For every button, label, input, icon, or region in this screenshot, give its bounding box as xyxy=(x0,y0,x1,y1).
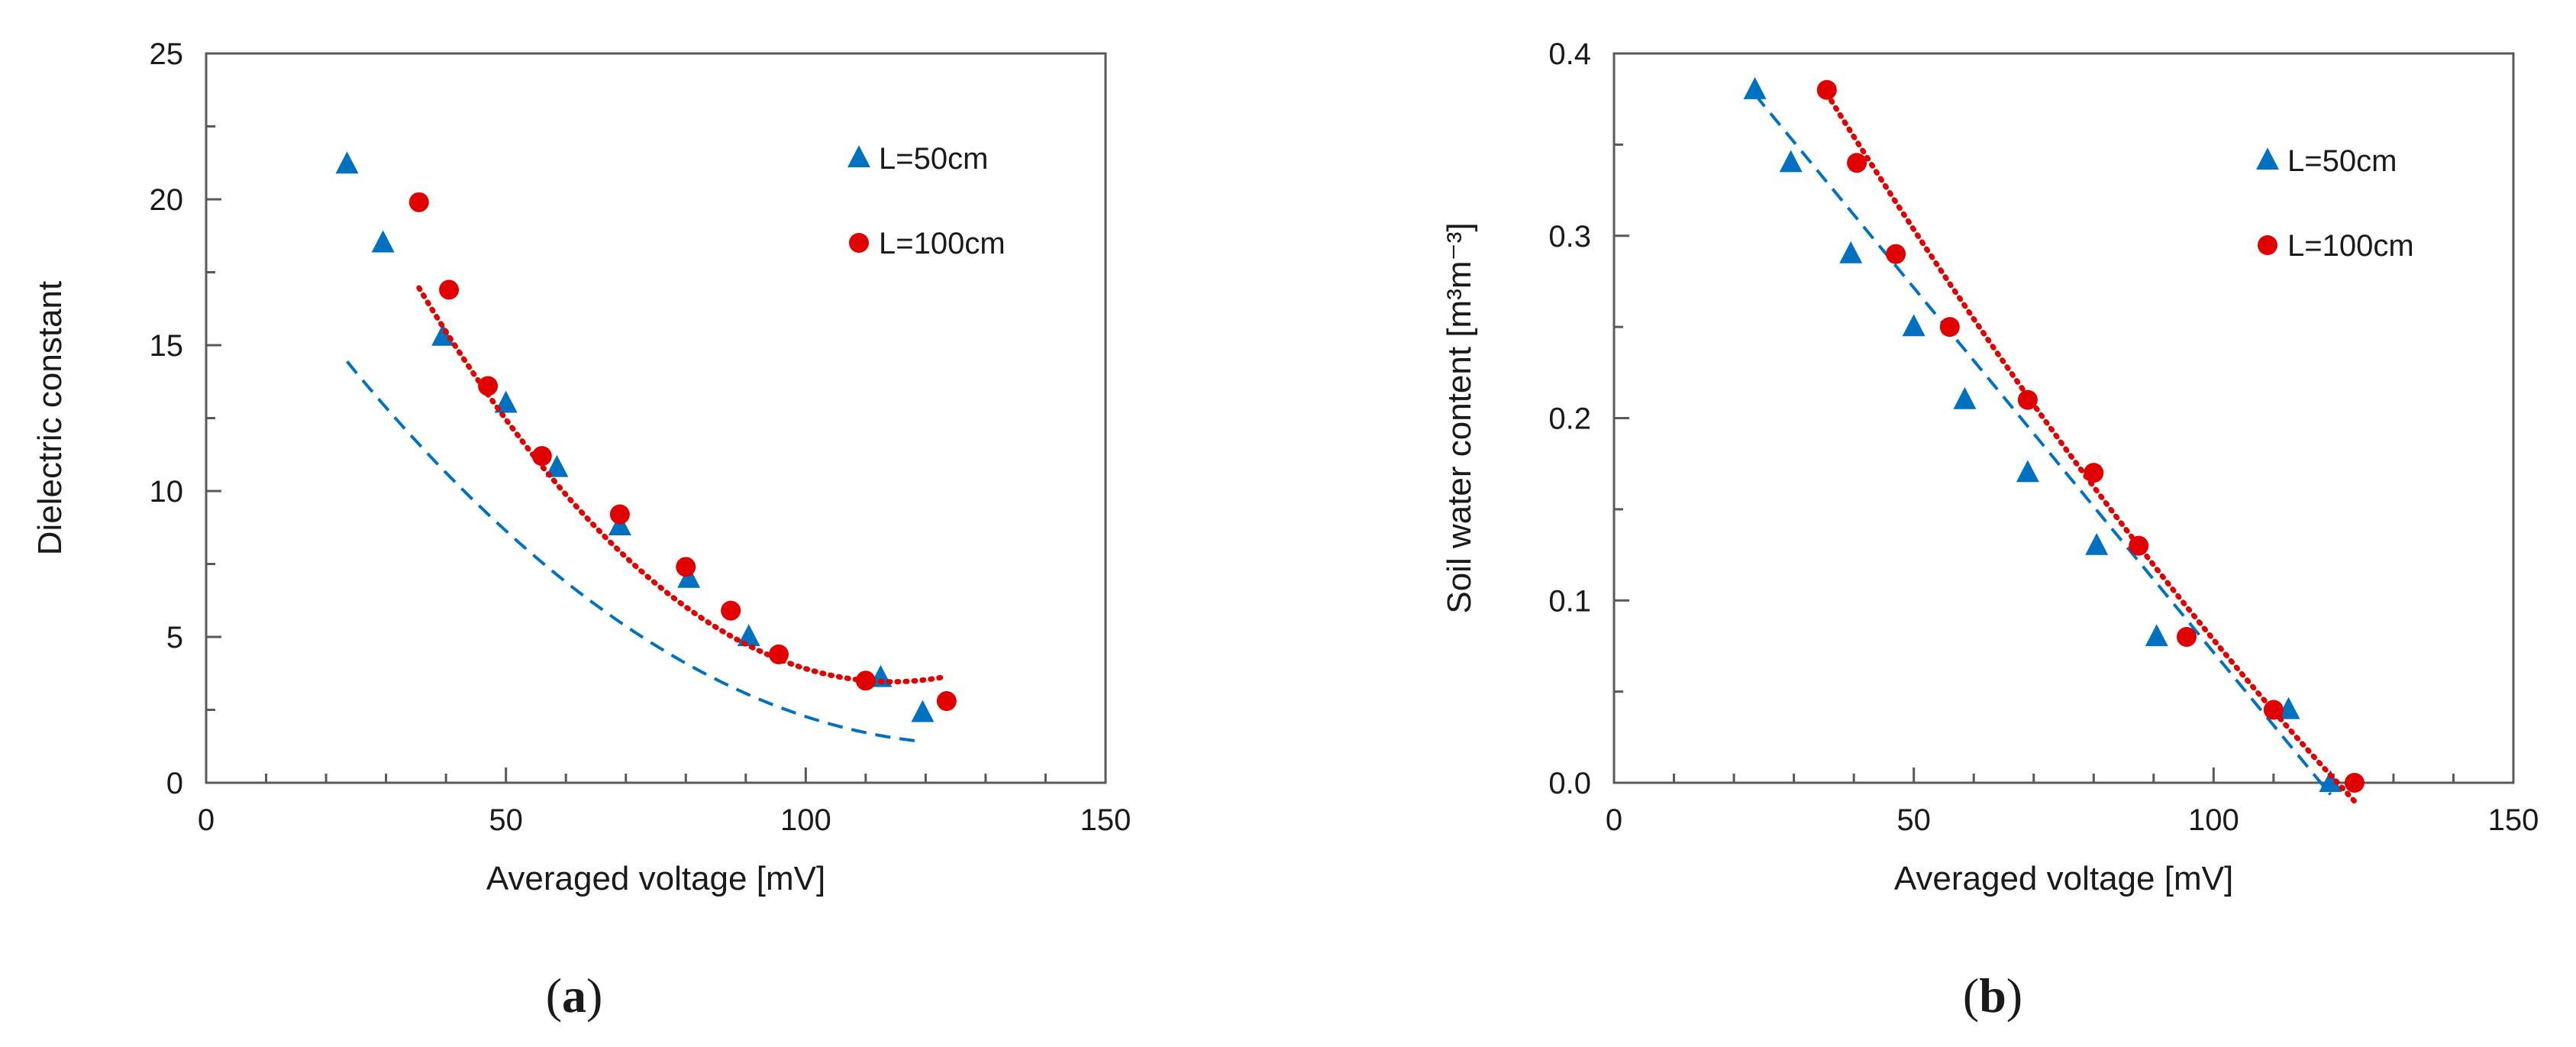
data-point-circle xyxy=(768,644,789,664)
panel-label: (b) xyxy=(1963,968,2022,1023)
panel-label: (a) xyxy=(546,968,603,1023)
y-tick-label: 0.2 xyxy=(1548,402,1591,436)
panel-letter: b xyxy=(1979,968,2006,1023)
panel-letter: a xyxy=(562,968,586,1023)
data-point-circle xyxy=(1816,79,1837,100)
x-axis-title: Averaged voltage [mV] xyxy=(486,860,825,897)
data-point-triangle xyxy=(2319,770,2342,793)
data-point-triangle xyxy=(2145,624,2168,647)
data-point-circle xyxy=(531,446,552,467)
y-tick-label: 20 xyxy=(150,183,184,217)
x-axis-title: Averaged voltage [mV] xyxy=(1894,860,2233,897)
x-tick-label: 50 xyxy=(1896,803,1931,837)
data-point-triangle xyxy=(2277,696,2300,719)
data-point-circle xyxy=(936,691,957,712)
data-point-circle xyxy=(2017,389,2038,410)
trend-line-L50cm xyxy=(346,360,923,743)
data-point-triangle xyxy=(677,565,701,588)
data-point-triangle xyxy=(1779,150,1803,173)
legend-marker-circle xyxy=(849,233,869,253)
y-tick-label: 25 xyxy=(150,37,184,71)
trend-line-L100cm xyxy=(1824,91,2358,804)
legend-label: L=50cm xyxy=(2287,144,2397,178)
panel-a: 0 50 100 150 0 5 10 15 20 25 Averaged voltage [mV]… xyxy=(31,37,1131,1023)
y-tick-label: 0.1 xyxy=(1548,584,1591,618)
x-tick-label: 150 xyxy=(1080,803,1131,837)
data-point-circle xyxy=(2344,773,2365,793)
trend-line-L100cm xyxy=(416,285,950,685)
y-tick-label: 15 xyxy=(150,329,184,363)
y-tick-label: 0.4 xyxy=(1548,37,1591,71)
data-point-triangle xyxy=(1743,77,1767,99)
data-point-circle xyxy=(676,557,696,577)
data-point-circle xyxy=(2129,535,2149,556)
data-point-triangle xyxy=(2016,460,2039,483)
x-tick-label: 100 xyxy=(780,803,831,837)
y-axis-title: Dielectric constant xyxy=(31,281,69,555)
data-point-circle xyxy=(1939,317,1960,338)
data-point-triangle xyxy=(1953,386,1977,409)
data-point-circle xyxy=(408,192,429,212)
legend-marker-triangle xyxy=(847,145,870,168)
data-point-circle xyxy=(1886,244,1906,264)
x-tick-label: 0 xyxy=(1606,803,1622,837)
data-point-circle xyxy=(1847,153,1867,173)
data-point-triangle xyxy=(545,454,569,477)
data-point-circle xyxy=(2176,627,2197,647)
data-point-circle xyxy=(855,671,876,691)
data-point-circle xyxy=(439,280,460,300)
x-tick-label: 150 xyxy=(2488,803,2539,837)
data-point-triangle xyxy=(911,700,935,722)
data-point-triangle xyxy=(335,151,359,174)
data-point-triangle xyxy=(737,624,760,647)
legend-label: L=50cm xyxy=(879,142,988,176)
legend-marker-circle xyxy=(2258,235,2277,255)
panel-b: 0 50 100 150 0.0 0.1 0.2 0.3 0.4 Averaged voltage… xyxy=(1441,37,2539,1023)
legend-label: L=100cm xyxy=(879,227,1006,260)
x-tick-label: 0 xyxy=(198,803,215,837)
x-tick-label: 100 xyxy=(2188,803,2239,837)
data-point-circle xyxy=(478,376,499,396)
data-point-circle xyxy=(2084,463,2104,483)
y-tick-label: 10 xyxy=(150,475,184,509)
legend-marker-triangle xyxy=(2256,147,2279,170)
y-tick-label: 0.0 xyxy=(1548,767,1591,800)
y-tick-label: 5 xyxy=(166,621,183,654)
data-point-triangle xyxy=(1902,314,1926,337)
y-tick-label: 0 xyxy=(166,767,183,800)
data-point-triangle xyxy=(2085,532,2109,555)
x-tick-label: 50 xyxy=(489,803,523,837)
data-point-circle xyxy=(2263,700,2284,720)
data-point-circle xyxy=(609,504,630,525)
data-point-triangle xyxy=(1839,241,1863,263)
data-point-circle xyxy=(721,600,741,621)
y-axis-title: Soil water content [m³m⁻³] xyxy=(1441,222,1478,613)
y-tick-label: 0.3 xyxy=(1548,220,1591,254)
data-point-triangle xyxy=(371,230,395,253)
trend-line-L50cm xyxy=(1754,93,2332,796)
legend-label: L=100cm xyxy=(2287,229,2414,263)
